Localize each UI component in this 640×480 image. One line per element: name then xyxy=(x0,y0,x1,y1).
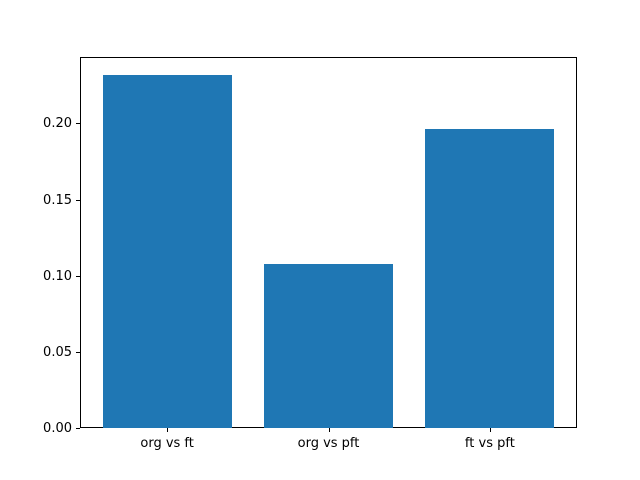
x-tick-label: org vs ft xyxy=(140,436,194,451)
x-tick-mark xyxy=(328,428,330,432)
y-tick-mark xyxy=(76,428,80,429)
y-tick-label: 0.10 xyxy=(43,268,72,284)
y-tick-mark xyxy=(76,123,80,125)
x-tick-mark xyxy=(489,428,491,432)
y-tick-label: 0.20 xyxy=(43,116,72,132)
bar-org-vs-pft xyxy=(263,263,394,428)
y-tick-mark xyxy=(76,351,80,353)
y-tick-label: 0.00 xyxy=(43,421,72,436)
y-tick-mark xyxy=(76,199,80,201)
bar-org-vs-ft xyxy=(102,74,232,428)
x-tick-mark xyxy=(167,428,169,432)
y-tick-mark xyxy=(76,275,80,277)
y-tick-label: 0.05 xyxy=(43,344,72,360)
y-tick-label: 0.15 xyxy=(43,192,72,208)
x-tick-label: org vs pft xyxy=(297,436,360,451)
bar-ft-vs-pft xyxy=(425,129,555,428)
x-tick-label: ft vs pft xyxy=(464,436,515,451)
